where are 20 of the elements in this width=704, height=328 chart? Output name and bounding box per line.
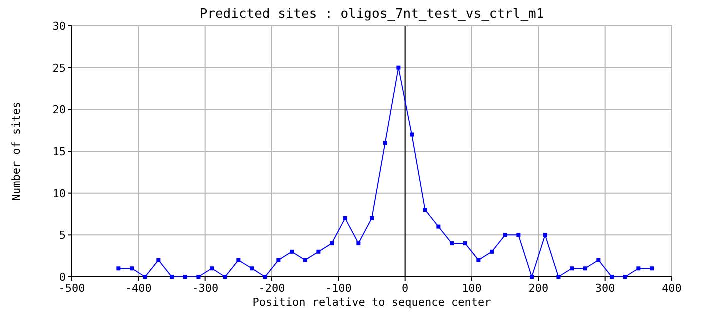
x-tick-label: 200 xyxy=(528,282,549,295)
x-tick-label: -500 xyxy=(58,282,86,295)
x-tick-label: -400 xyxy=(125,282,152,295)
x-tick-label: -100 xyxy=(325,282,352,295)
x-tick-label: 400 xyxy=(662,282,682,295)
x-tick-label: 300 xyxy=(595,282,616,295)
x-tick-label: -300 xyxy=(192,282,219,295)
y-axis-title: Number of sites xyxy=(10,102,23,202)
y-tick-label: 30 xyxy=(52,20,66,33)
x-tick-label: 0 xyxy=(402,282,409,295)
y-tick-label: 0 xyxy=(59,271,66,284)
x-tick-label: 100 xyxy=(462,282,482,295)
y-tick-label: 25 xyxy=(52,62,66,75)
y-tick-label: 5 xyxy=(59,229,66,242)
y-tick-label: 10 xyxy=(52,187,66,200)
x-axis-title: Position relative to sequence center xyxy=(252,296,492,309)
y-tick-label: 20 xyxy=(52,104,66,117)
chart-title: Predicted sites : oligos_7nt_test_vs_ctrl_m1 xyxy=(200,7,544,22)
y-tick-label: 15 xyxy=(52,146,66,158)
x-tick-label: -200 xyxy=(258,282,286,295)
